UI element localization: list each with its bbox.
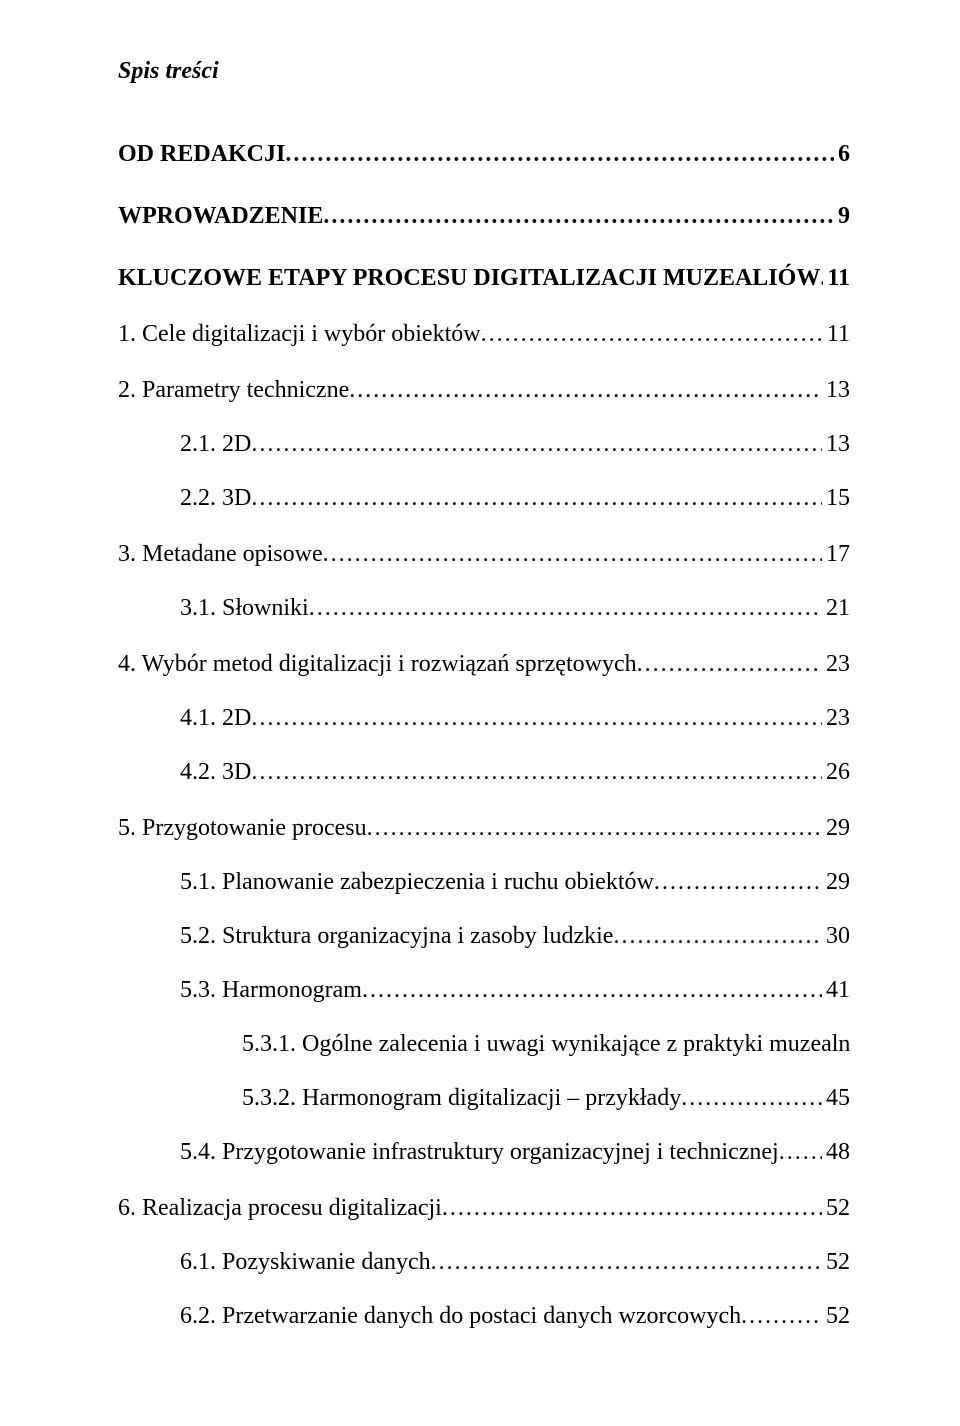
toc-entry-page: 52 (822, 1193, 850, 1223)
toc-entry-label: 5.3.2. Harmonogram digitalizacji – przyk… (242, 1083, 681, 1113)
toc-entry-page: 29 (822, 813, 850, 843)
toc-entry-page: 13 (822, 429, 850, 459)
toc-dot-leader (654, 867, 822, 897)
toc-entry-page: 29 (822, 867, 850, 897)
toc-entry-label: 3.1. Słowniki (180, 593, 309, 623)
toc-entry-label: 5.3. Harmonogram (180, 975, 362, 1005)
toc-entry-label: 4.2. 3D (180, 757, 251, 787)
toc-dot-leader (681, 1083, 822, 1113)
toc-entry: 4.2. 3D 26 (118, 757, 850, 787)
toc-entry: 6. Realizacja procesu digitalizacji 52 (118, 1193, 850, 1223)
document-page: Spis treści OD REDAKCJI 6 WPROWADZENIE 9 KLU… (0, 0, 960, 1426)
toc-entry-page: 48 (822, 1137, 850, 1167)
toc-dot-leader (779, 1137, 822, 1167)
toc-entry: 4. Wybór metod digitalizacji i rozwiązań… (118, 649, 850, 679)
toc-entry: 2.2. 3D 15 (118, 483, 850, 513)
toc-entry: 6.1. Pozyskiwanie danych 52 (118, 1247, 850, 1277)
toc-entry-label: 4.1. 2D (180, 703, 251, 733)
toc-entry-page: 52 (822, 1301, 850, 1331)
toc-entry-page: 23 (822, 703, 850, 733)
toc-entry-page: 41 (822, 975, 850, 1005)
toc-entry-page: 13 (822, 375, 850, 405)
toc-entry-label: 5.1. Planowanie zabezpieczenia i ruchu o… (180, 867, 654, 897)
toc-dot-leader (251, 757, 822, 787)
toc-entry-page: 30 (822, 921, 850, 951)
toc-entry: OD REDAKCJI 6 (118, 139, 850, 169)
toc-dot-leader (251, 429, 822, 459)
toc-dot-leader (349, 375, 822, 405)
toc-entry-page: 6 (834, 139, 850, 169)
toc-entry: 5.3.2. Harmonogram digitalizacji – przyk… (118, 1083, 850, 1113)
toc-entry-label: 1. Cele digitalizacji i wybór obiektów (118, 319, 481, 349)
toc-entry-label: 5. Przygotowanie procesu (118, 813, 367, 843)
toc-dot-leader (431, 1247, 822, 1277)
toc-entry-label: 6. Realizacja procesu digitalizacji (118, 1193, 442, 1223)
toc-entry: 1. Cele digitalizacji i wybór obiektów 11 (118, 319, 850, 349)
page-header: Spis treści (118, 58, 850, 85)
toc-entry-label: 2. Parametry techniczne (118, 375, 349, 405)
toc-dot-leader (637, 649, 822, 679)
toc-entry-page: 9 (834, 201, 850, 231)
toc-entry-label: 6.2. Przetwarzanie danych do postaci dan… (180, 1301, 741, 1331)
toc-entry-label: 5.2. Struktura organizacyjna i zasoby lu… (180, 921, 613, 951)
toc-entry-page: 15 (822, 483, 850, 513)
toc-entry-label: KLUCZOWE ETAPY PROCESU DIGITALIZACJI MUZ… (118, 263, 820, 293)
toc-entry: 5.1. Planowanie zabezpieczenia i ruchu o… (118, 867, 850, 897)
toc-entry: 2.1. 2D 13 (118, 429, 850, 459)
toc-entry: 3.1. Słowniki 21 (118, 593, 850, 623)
toc-dot-leader (367, 813, 822, 843)
toc-entry: 6.2. Przetwarzanie danych do postaci dan… (118, 1301, 850, 1331)
toc-dot-leader (362, 975, 822, 1005)
toc-entry: WPROWADZENIE 9 (118, 201, 850, 231)
toc-entry: 5.2. Struktura organizacyjna i zasoby lu… (118, 921, 850, 951)
toc-entry-page: 52 (822, 1247, 850, 1277)
toc-entry-page: 17 (822, 539, 850, 569)
toc-dot-leader (481, 319, 823, 349)
toc-entry: KLUCZOWE ETAPY PROCESU DIGITALIZACJI MUZ… (118, 263, 850, 293)
toc-entry-label: 4. Wybór metod digitalizacji i rozwiązań… (118, 649, 637, 679)
toc-entry-label: 2.2. 3D (180, 483, 251, 513)
toc-dot-leader (741, 1301, 822, 1331)
toc-entry: 3. Metadane opisowe 17 (118, 539, 850, 569)
toc-entry-page: 26 (822, 757, 850, 787)
toc-list: OD REDAKCJI 6 WPROWADZENIE 9 KLUCZOWE ETAPY … (118, 139, 850, 1331)
toc-dot-leader (251, 703, 822, 733)
toc-dot-leader (613, 921, 822, 951)
toc-entry-label: WPROWADZENIE (118, 201, 323, 231)
toc-dot-leader (285, 139, 834, 169)
toc-dot-leader (323, 539, 822, 569)
toc-entry-label: 5.4. Przygotowanie infrastruktury organi… (180, 1137, 779, 1167)
toc-entry-label: 6.1. Pozyskiwanie danych (180, 1247, 431, 1277)
toc-entry-label: 5.3.1. Ogólne zalecenia i uwagi wynikają… (242, 1029, 850, 1059)
toc-dot-leader (323, 201, 834, 231)
toc-entry-page: 23 (822, 649, 850, 679)
toc-entry-label: OD REDAKCJI (118, 139, 285, 169)
toc-entry-page: 21 (822, 593, 850, 623)
toc-entry-page: 11 (823, 319, 850, 349)
toc-entry: 5. Przygotowanie procesu 29 (118, 813, 850, 843)
toc-entry-label: 2.1. 2D (180, 429, 251, 459)
toc-entry: 2. Parametry techniczne 13 (118, 375, 850, 405)
toc-entry-page: 45 (822, 1083, 850, 1113)
toc-entry: 4.1. 2D 23 (118, 703, 850, 733)
toc-dot-leader (251, 483, 822, 513)
toc-entry-label: 3. Metadane opisowe (118, 539, 323, 569)
toc-dot-leader (442, 1193, 822, 1223)
toc-entry: 5.4. Przygotowanie infrastruktury organi… (118, 1137, 850, 1167)
toc-entry-page: 11 (823, 263, 850, 293)
toc-entry: 5.3.1. Ogólne zalecenia i uwagi wynikają… (118, 1029, 850, 1059)
toc-dot-leader (309, 593, 822, 623)
toc-entry: 5.3. Harmonogram 41 (118, 975, 850, 1005)
